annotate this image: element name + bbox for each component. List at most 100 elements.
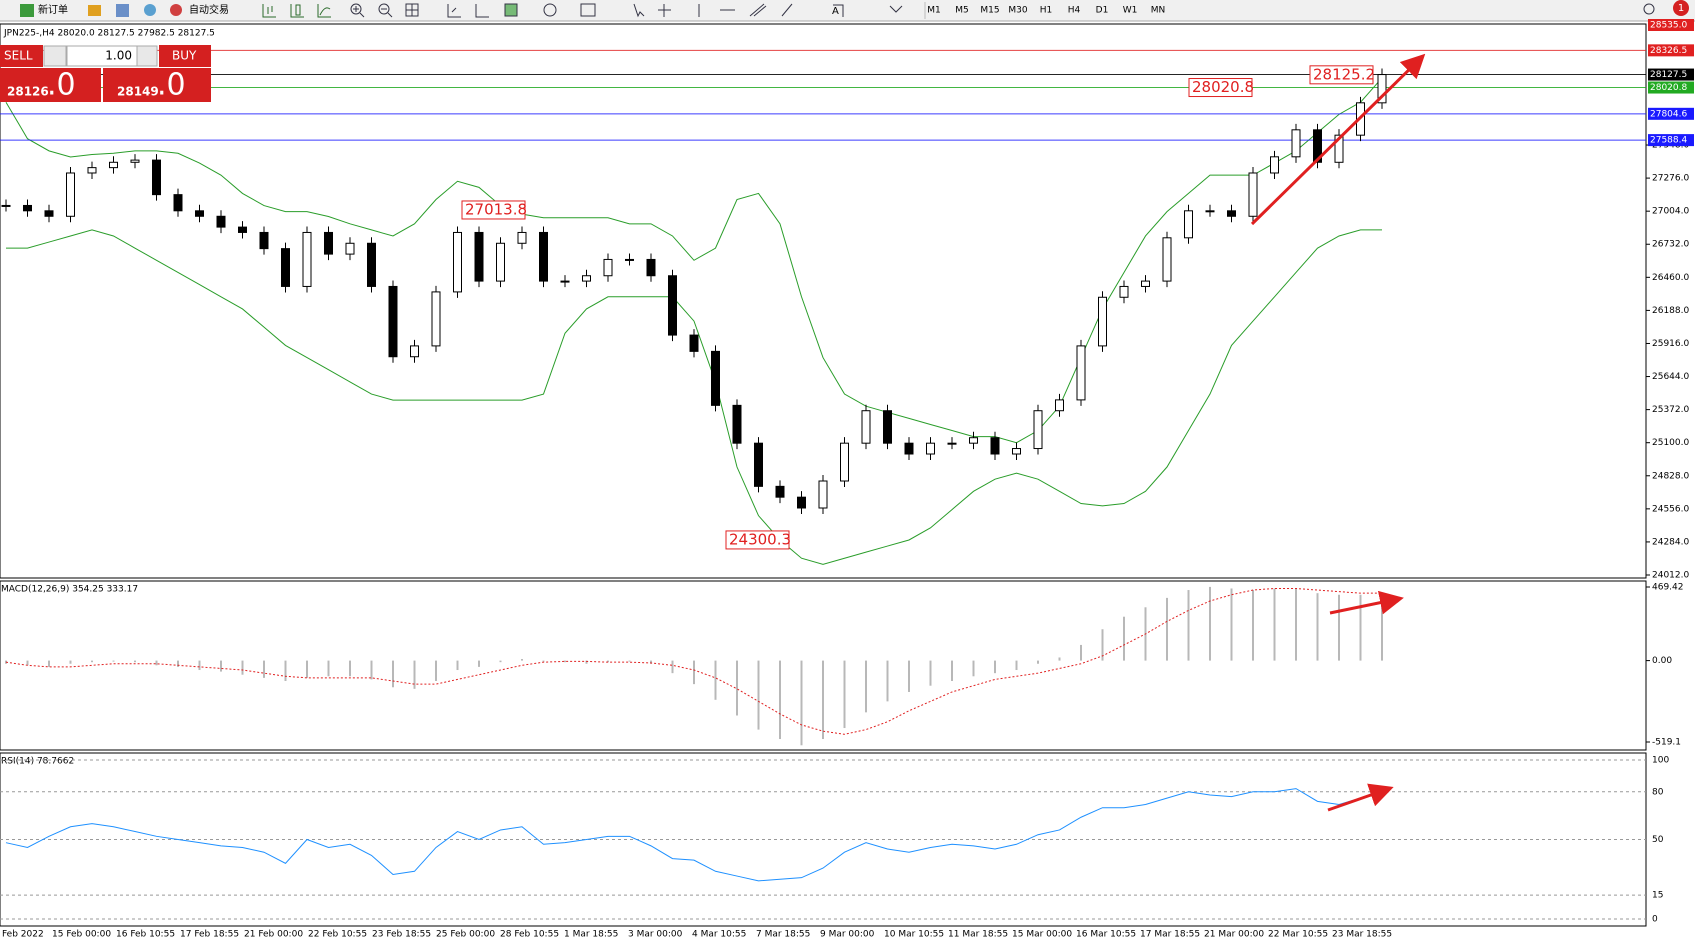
new-order-button[interactable]: 新订单 bbox=[38, 3, 68, 16]
candle bbox=[539, 231, 548, 282]
macd-bar bbox=[349, 660, 351, 677]
date-tick-label: Feb 2022 bbox=[2, 930, 44, 940]
timeframe-button[interactable]: D1 bbox=[1096, 6, 1109, 16]
lots-value[interactable]: 1.00 bbox=[105, 49, 132, 63]
candle bbox=[1270, 156, 1279, 174]
macd-bar bbox=[1338, 594, 1340, 661]
candle bbox=[195, 210, 204, 217]
price-tick-label: 26732.0 bbox=[1652, 240, 1689, 250]
macd-tick-label: 0.00 bbox=[1652, 656, 1672, 666]
macd-bar bbox=[822, 660, 824, 740]
macd-bar bbox=[1295, 588, 1297, 661]
macd-bar bbox=[736, 660, 738, 716]
macd-bar bbox=[865, 660, 867, 713]
lots-up[interactable] bbox=[136, 45, 158, 67]
candle bbox=[1205, 210, 1215, 213]
lots-down[interactable] bbox=[43, 45, 67, 67]
macd-tick-label: 469.42 bbox=[1652, 583, 1684, 593]
rsi-tick-label: 80 bbox=[1652, 787, 1664, 797]
macd-bar bbox=[91, 660, 93, 663]
macd-bar bbox=[1187, 590, 1190, 661]
price-annotation-box bbox=[1309, 65, 1374, 85]
timeframe-button[interactable]: M1 bbox=[927, 6, 941, 16]
bid-fraction: .0 bbox=[47, 68, 76, 103]
candle bbox=[109, 161, 118, 169]
new-order-icon[interactable] bbox=[20, 4, 34, 17]
buy-label[interactable]: BUY bbox=[172, 49, 197, 63]
macd-bar bbox=[263, 660, 265, 678]
macd-bar bbox=[994, 660, 996, 674]
macd-signal bbox=[5, 587, 1382, 735]
date-tick-label: 10 Mar 10:55 bbox=[884, 930, 944, 940]
macd-bar bbox=[306, 660, 308, 678]
macd-bar bbox=[800, 660, 803, 746]
notification-badge[interactable] bbox=[1673, 0, 1689, 16]
bid-box[interactable] bbox=[0, 68, 101, 102]
macd-bar bbox=[177, 660, 179, 667]
auto-trading-button[interactable]: 自动交易 bbox=[189, 3, 229, 16]
price-line-label: 27588.4 bbox=[1650, 136, 1687, 146]
candle bbox=[689, 334, 699, 352]
price-line-label: 28020.8 bbox=[1650, 83, 1687, 93]
candle bbox=[818, 480, 828, 509]
timeframe-button[interactable]: W1 bbox=[1123, 6, 1138, 16]
price-tick-label: 25100.0 bbox=[1652, 438, 1689, 448]
timeframe-button[interactable]: M30 bbox=[1008, 6, 1027, 16]
macd-bar bbox=[69, 660, 72, 664]
search-icon[interactable] bbox=[1643, 3, 1655, 15]
price-tick-label: 27004.0 bbox=[1652, 207, 1689, 217]
date-tick-label: 17 Feb 18:55 bbox=[180, 930, 239, 940]
sell-label[interactable]: SELL bbox=[4, 49, 33, 63]
macd-bar bbox=[1015, 660, 1018, 671]
macd-bar bbox=[951, 660, 953, 681]
macd-bar bbox=[456, 660, 459, 671]
text-tool[interactable]: A bbox=[832, 6, 839, 17]
ask-fraction: .0 bbox=[157, 68, 186, 103]
ask-box[interactable] bbox=[103, 68, 211, 102]
date-tick-label: 21 Feb 00:00 bbox=[244, 930, 303, 940]
price-annotation-box bbox=[461, 200, 526, 220]
timeframe-button[interactable]: H1 bbox=[1040, 6, 1053, 16]
candle bbox=[754, 442, 763, 487]
date-tick-label: 22 Mar 10:55 bbox=[1268, 930, 1328, 940]
timeframe-button[interactable]: M5 bbox=[955, 6, 969, 16]
auto-trading-icon[interactable] bbox=[170, 4, 182, 16]
macd-tick-label: -519.1 bbox=[1652, 738, 1681, 748]
rsi-tick-label: 15 bbox=[1652, 891, 1663, 901]
candle bbox=[1227, 210, 1236, 217]
tool-icon[interactable] bbox=[88, 5, 101, 16]
sell-button[interactable] bbox=[0, 45, 43, 67]
price-tick-label: 24284.0 bbox=[1652, 537, 1689, 547]
timeframe-button[interactable]: H4 bbox=[1068, 6, 1081, 16]
tool-icon[interactable] bbox=[144, 4, 156, 16]
timeframe-button[interactable]: M15 bbox=[980, 6, 999, 16]
timeframe-button[interactable]: MN bbox=[1151, 6, 1166, 16]
buy-button[interactable] bbox=[159, 45, 211, 67]
candle bbox=[431, 291, 441, 347]
macd-bar bbox=[564, 660, 566, 663]
price-line-tag bbox=[1648, 19, 1694, 31]
rsi-label: RSI(14) 78.7662 bbox=[1, 757, 74, 767]
price-line-tag bbox=[1648, 134, 1694, 147]
zoom-icons[interactable] bbox=[350, 3, 419, 18]
macd-bar bbox=[542, 660, 545, 662]
macd-bar bbox=[1080, 644, 1082, 661]
tool-icons[interactable] bbox=[262, 4, 331, 18]
candle bbox=[367, 242, 376, 287]
macd-bar bbox=[134, 660, 136, 663]
tool-icon[interactable] bbox=[116, 4, 129, 17]
price-annotation: 24300.3 bbox=[729, 530, 791, 548]
candle bbox=[1012, 448, 1021, 455]
candle bbox=[345, 242, 355, 255]
price-annotation: 27013.8 bbox=[465, 200, 527, 218]
date-tick-label: 9 Mar 00:00 bbox=[820, 930, 875, 940]
price-line-tag bbox=[1648, 44, 1694, 57]
candle bbox=[23, 204, 32, 212]
price-line-label: 28535.0 bbox=[1650, 21, 1687, 31]
price-line-tag bbox=[1648, 68, 1694, 81]
drawing-tools[interactable] bbox=[447, 3, 903, 18]
date-tick-label: 15 Feb 00:00 bbox=[52, 930, 111, 940]
price-tick-label: 25372.0 bbox=[1652, 405, 1689, 415]
macd-bar bbox=[155, 660, 158, 666]
